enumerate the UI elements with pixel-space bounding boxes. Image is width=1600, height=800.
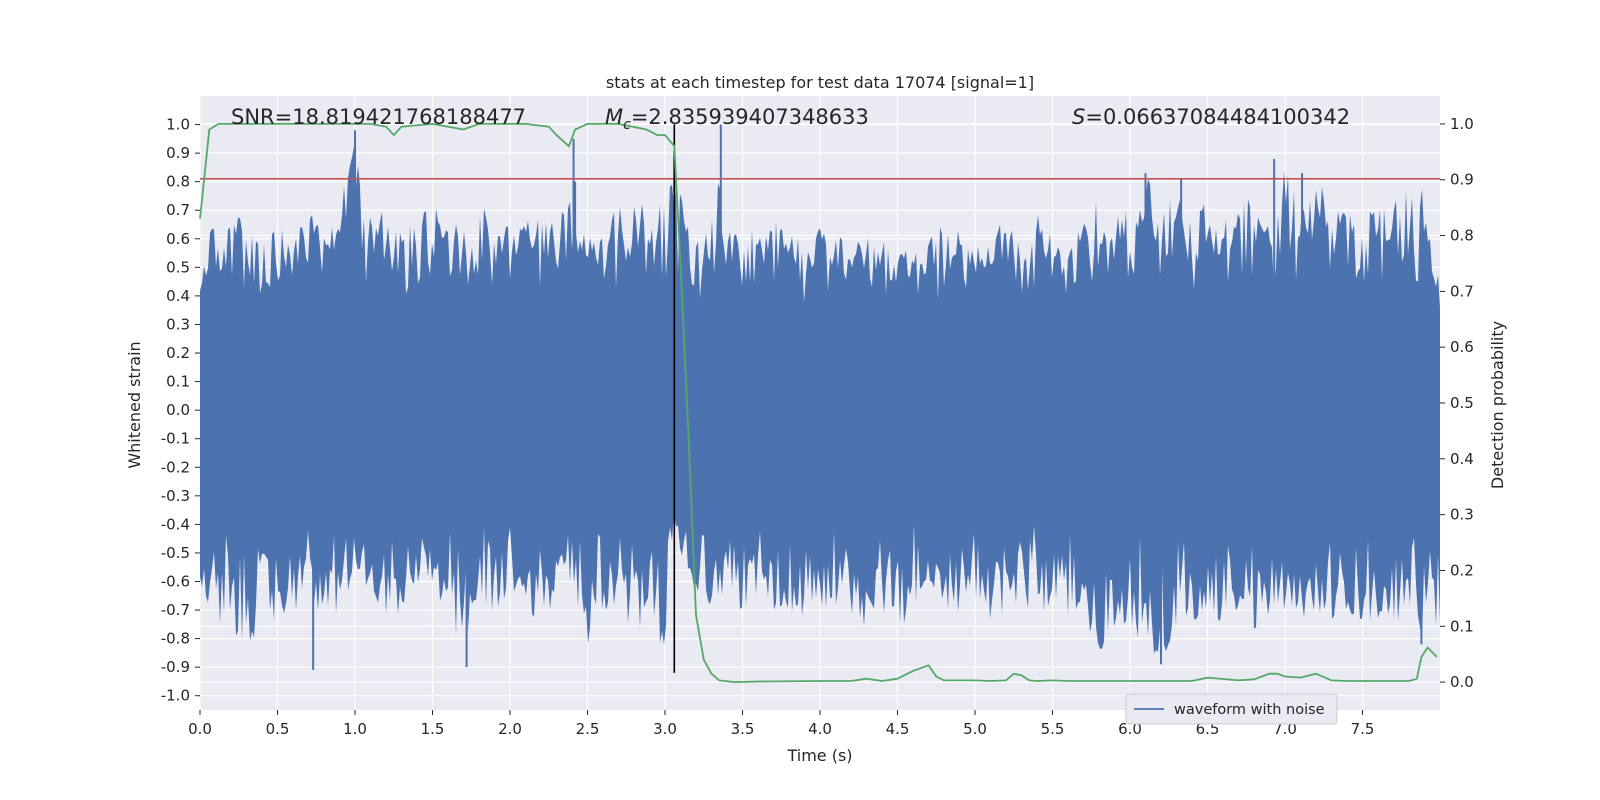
y-right-tick-label: 0.2 [1450, 561, 1474, 579]
y-tick-label: 0.2 [166, 344, 190, 362]
x-tick-label: 3.0 [653, 720, 677, 738]
x-tick-label: 1.5 [421, 720, 445, 738]
x-tick-label: 4.5 [886, 720, 910, 738]
y-tick-label: -0.2 [161, 458, 190, 476]
x-tick-label: 5.0 [963, 720, 987, 738]
y-right-tick-label: 0.9 [1450, 171, 1474, 189]
y-tick-label: -0.7 [161, 601, 190, 619]
y-tick-label: 0.7 [166, 201, 190, 219]
x-tick-label: 2.5 [576, 720, 600, 738]
y-tick-label: -0.9 [161, 658, 190, 676]
detection-probability-line [199, 122, 1438, 684]
s-annotation: S=0.06637084484100342 [1072, 105, 1350, 129]
x-tick-label: 4.0 [808, 720, 832, 738]
chart-title: stats at each timestep for test data 170… [606, 73, 1034, 92]
y-right-tick-label: 0.4 [1450, 450, 1474, 468]
x-tick-label: 5.5 [1041, 720, 1065, 738]
y-tick-label: 0.5 [166, 258, 190, 276]
snr-annotation: SNR=18.819421768188477 [231, 105, 526, 129]
y-tick-label: 1.0 [166, 116, 190, 134]
y-tick-label: -0.4 [161, 515, 190, 533]
y-right-tick-label: 0.0 [1450, 673, 1474, 691]
y-right-tick-label: 0.7 [1450, 282, 1474, 300]
x-tick-label: 0.0 [188, 720, 212, 738]
y-axis-label-left: Whitened strain [125, 341, 144, 468]
x-tick-label: 3.5 [731, 720, 755, 738]
y-tick-label: 0.0 [166, 401, 190, 419]
y-right-tick-label: 0.3 [1450, 506, 1474, 524]
y-tick-label: 0.9 [166, 144, 190, 162]
y-right-tick-label: 0.1 [1450, 617, 1474, 635]
y-tick-label: -0.6 [161, 572, 190, 590]
y-tick-label: -0.1 [161, 430, 190, 448]
x-tick-label: 0.5 [266, 720, 290, 738]
y-tick-label: -0.5 [161, 544, 190, 562]
y-right-tick-label: 0.8 [1450, 227, 1474, 245]
chirp-mass-value: =2.835939407348633 [631, 105, 869, 129]
y-tick-label: 0.4 [166, 287, 190, 305]
y-right-tick-label: 1.0 [1450, 115, 1474, 133]
x-axis-label: Time (s) [786, 746, 852, 765]
legend-box [1125, 693, 1338, 725]
legend-label-waveform: waveform with noise [1174, 702, 1325, 718]
y-tick-label: 0.1 [166, 373, 190, 391]
legend: waveform with noise [1125, 693, 1338, 725]
y-right-tick-label: 0.5 [1450, 394, 1474, 412]
y-tick-label: 0.8 [166, 173, 190, 191]
y-tick-label: 0.3 [166, 315, 190, 333]
y-right-tick-label: 0.6 [1450, 338, 1474, 356]
y-tick-label: -0.3 [161, 487, 190, 505]
x-tick-label: 2.0 [498, 720, 522, 738]
y-axis-label-right: Detection probability [1488, 321, 1507, 489]
x-tick-label: 7.5 [1351, 720, 1375, 738]
waveform-envelope [200, 146, 1440, 654]
data-layer [199, 122, 1440, 684]
x-tick-label: 1.0 [343, 720, 367, 738]
y-tick-label: -0.8 [161, 630, 190, 648]
right-y-ticks: 1.0 0.9 0.8 0.7 0.6 0.5 0.4 0.3 0.2 0.1 0.0 [1440, 115, 1474, 691]
left-y-ticks: 1.0 0.9 0.8 0.7 0.6 0.5 0.4 0.3 0.2 0.1 0.0 -0.1 -0.… [161, 116, 200, 705]
y-tick-label: -1.0 [161, 687, 190, 705]
chirp-mass-annotation: Mc=2.835939407348633 [605, 105, 869, 133]
s-value: =0.06637084484100342 [1085, 105, 1350, 129]
y-tick-label: 0.6 [166, 230, 190, 248]
